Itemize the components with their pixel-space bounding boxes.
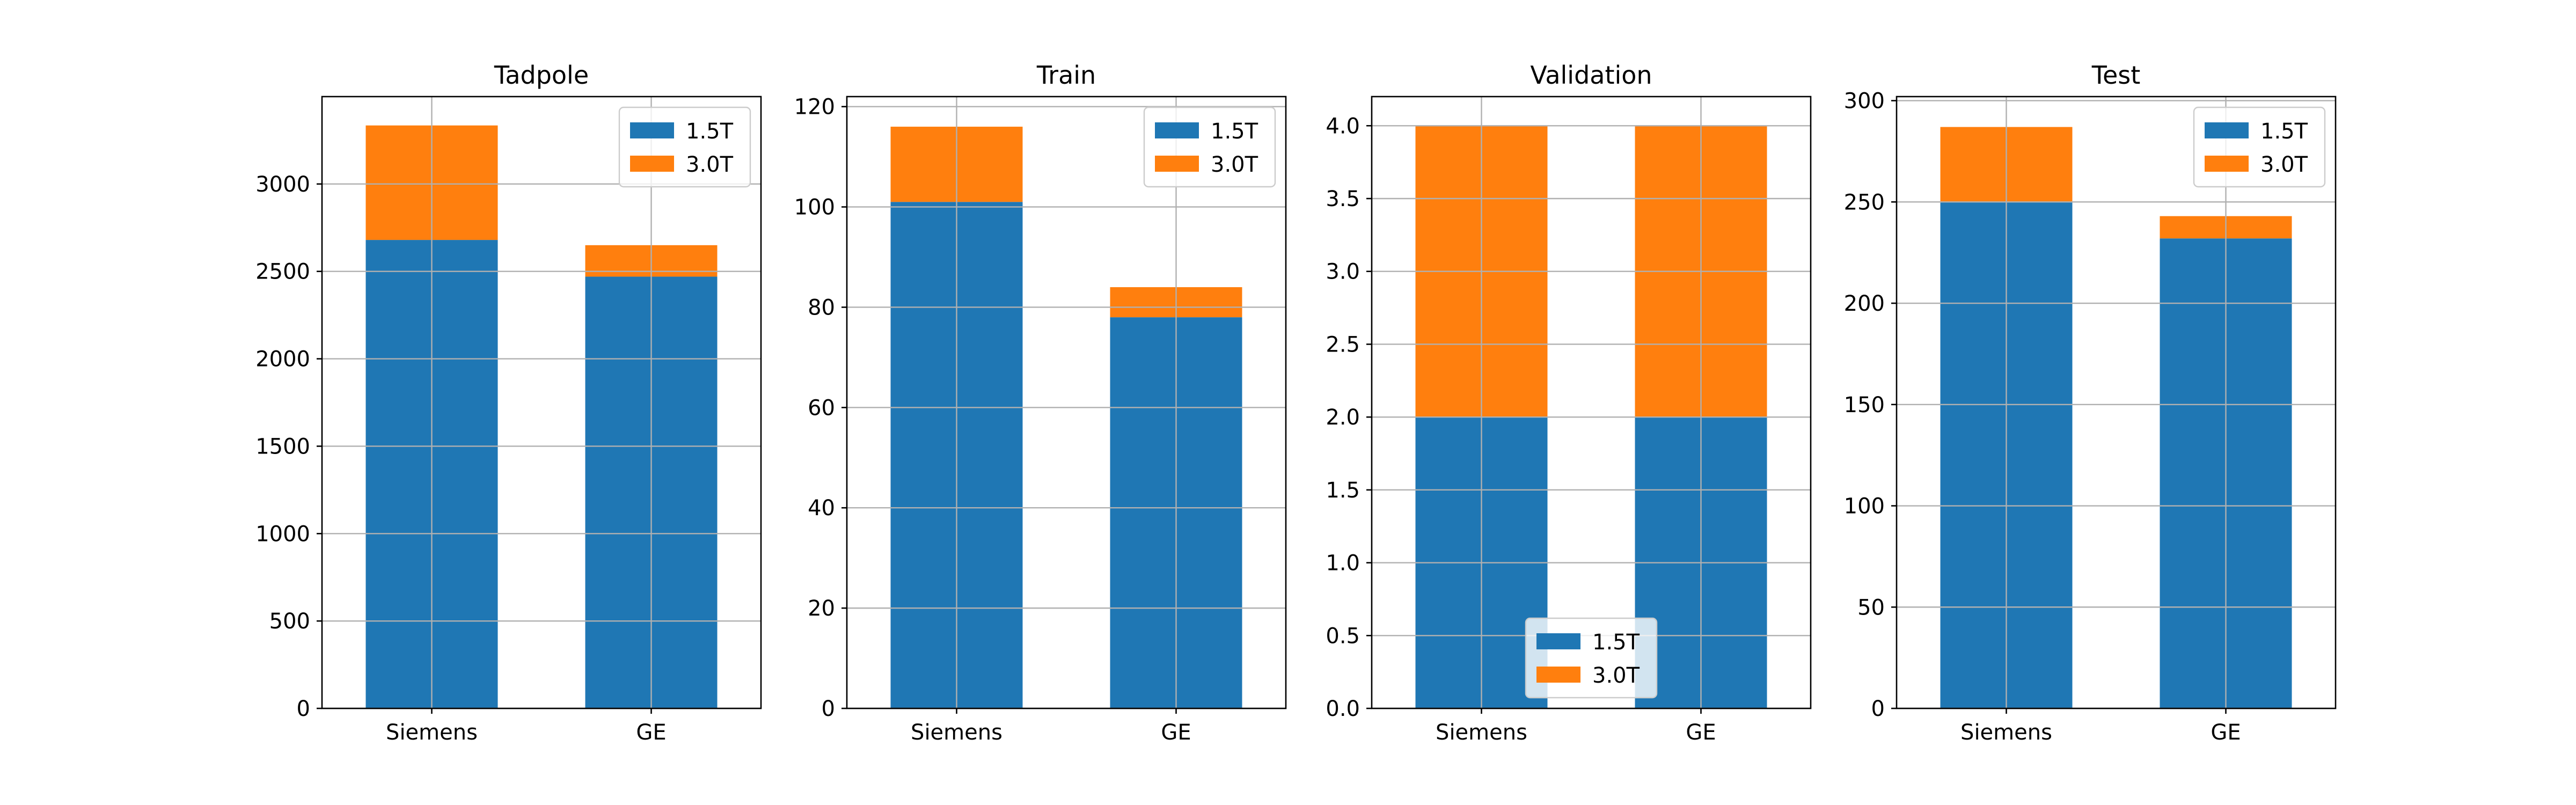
- y-tick-label: 60: [808, 396, 835, 420]
- y-tick-label: 100: [1844, 494, 1885, 519]
- y-tick-label: 2500: [255, 260, 310, 284]
- y-tick-label: 150: [1844, 393, 1885, 418]
- x-tick-label-siemens: Siemens: [1436, 720, 1527, 745]
- x-tick-label-ge: GE: [2211, 720, 2241, 745]
- y-tick-label: 250: [1844, 190, 1885, 215]
- y-tick-label: 120: [794, 95, 835, 120]
- y-tick-label: 500: [269, 609, 310, 634]
- y-tick-label: 3.5: [1326, 187, 1360, 211]
- y-tick-label: 2.0: [1326, 405, 1360, 430]
- x-tick-label-ge: GE: [1686, 720, 1716, 745]
- legend: 1.5T 3.0T: [1525, 617, 1658, 699]
- legend: 1.5T 3.0T: [2193, 106, 2326, 188]
- y-tick-label: 0: [297, 697, 310, 721]
- x-tick-label-siemens: Siemens: [911, 720, 1002, 745]
- legend-swatch-1-5t: [630, 122, 674, 138]
- legend-label-3-0t: 3.0T: [686, 152, 734, 177]
- legend-label-1-5t: 1.5T: [686, 119, 734, 144]
- legend-label-3-0t: 3.0T: [2260, 152, 2308, 177]
- chart-title: Validation: [1530, 61, 1652, 90]
- y-tick-label: 3.0: [1326, 260, 1360, 284]
- legend-swatch-3-0t: [2205, 156, 2249, 172]
- y-tick-label: 50: [1857, 595, 1885, 620]
- axes-frame: [1896, 96, 2337, 709]
- y-tick-label: 80: [808, 295, 835, 320]
- chart-panel-test: 0 50 100 150 200 250 300 Siemens GE Test 1.5T 3.0T: [1844, 61, 2337, 745]
- y-tick-label: 3000: [255, 172, 310, 197]
- y-tick-label: 0.0: [1326, 697, 1360, 721]
- y-tick-label: 2.5: [1326, 332, 1360, 357]
- y-tick-label: 4.0: [1326, 114, 1360, 138]
- legend-swatch-3-0t: [1536, 667, 1580, 683]
- chart-panel-validation: 0.0 0.5 1.0 1.5 2.0 2.5 3.0 3.5 4.0 Siemens GE Vali…: [1326, 61, 1812, 745]
- legend-swatch-3-0t: [1155, 156, 1199, 172]
- y-tick-label: 40: [808, 496, 835, 521]
- y-tick-label: 100: [794, 195, 835, 220]
- axes-frame: [846, 96, 1287, 709]
- legend-label-1-5t: 1.5T: [1592, 630, 1640, 655]
- legend-swatch-1-5t: [1155, 122, 1199, 138]
- axes-frame: [1371, 96, 1812, 709]
- legend-label-1-5t: 1.5T: [1211, 119, 1258, 144]
- axes-frame: [321, 96, 762, 709]
- y-tick-label: 0.5: [1326, 624, 1360, 648]
- legend-swatch-1-5t: [1536, 633, 1580, 649]
- chart-title: Tadpole: [494, 61, 589, 90]
- x-tick-label-ge: GE: [1161, 720, 1191, 745]
- x-tick-label-siemens: Siemens: [1960, 720, 2052, 745]
- legend-label-1-5t: 1.5T: [2260, 119, 2308, 144]
- chart-title: Test: [2091, 61, 2141, 90]
- legend: 1.5T 3.0T: [1143, 106, 1276, 188]
- legend-label-3-0t: 3.0T: [1211, 152, 1258, 177]
- y-tick-label: 20: [808, 596, 835, 621]
- y-tick-label: 2000: [255, 347, 310, 372]
- y-tick-label: 1000: [255, 522, 310, 546]
- legend-swatch-3-0t: [630, 156, 674, 172]
- x-tick-label-ge: GE: [636, 720, 666, 745]
- chart-panel-train: 0 20 40 60 80 100 120 Siemens GE Train 1.5T 3.0T: [794, 61, 1287, 745]
- chart-panel-tadpole: 0 500 1000 1500 2000 2500 3000 Siemens GE Tadpole…: [255, 61, 762, 745]
- chart-title: Train: [1036, 61, 1096, 90]
- legend: 1.5T 3.0T: [618, 106, 751, 188]
- y-tick-label: 1500: [255, 434, 310, 459]
- y-tick-label: 0: [822, 697, 835, 721]
- legend-label-3-0t: 3.0T: [1592, 663, 1640, 688]
- y-tick-label: 200: [1844, 291, 1885, 316]
- y-tick-label: 0: [1871, 697, 1885, 721]
- y-tick-label: 1.0: [1326, 551, 1360, 576]
- legend-swatch-1-5t: [2205, 122, 2249, 138]
- y-tick-label: 300: [1844, 89, 1885, 114]
- y-tick-label: 1.5: [1326, 478, 1360, 503]
- x-tick-label-siemens: Siemens: [386, 720, 478, 745]
